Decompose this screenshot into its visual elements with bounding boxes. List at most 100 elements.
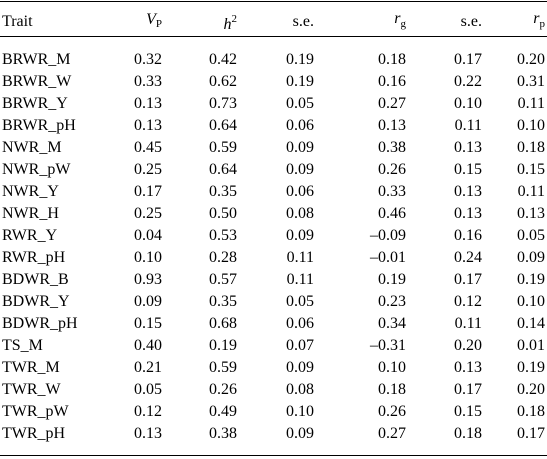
header-rp-subscript: p [539, 18, 546, 30]
rg-cell: 0.10 [378, 359, 406, 376]
header-rule [0, 36, 547, 37]
se1-cell: 0.05 [286, 293, 314, 310]
table-row: BRWR_W 0.33 0.62 0.19 0.16 0.22 0.31 [0, 71, 547, 93]
rp-cell: 0.15 [517, 161, 545, 178]
rp-cell: 0.17 [517, 425, 545, 442]
header-rp-symbol: r [533, 10, 540, 27]
vp-cell: 0.21 [134, 359, 162, 376]
trait-cell: TWR_W [2, 381, 61, 398]
se1-cell: 0.07 [286, 337, 314, 354]
vp-cell: 0.17 [134, 183, 162, 200]
se1-cell: 0.05 [286, 95, 314, 112]
rp-cell: 0.14 [517, 315, 545, 332]
se2-cell: 0.13 [454, 359, 482, 376]
se2-cell: 0.16 [454, 227, 482, 244]
se1-cell: 0.06 [286, 117, 314, 134]
vp-cell: 0.13 [134, 95, 162, 112]
se1-cell: 0.09 [286, 227, 314, 244]
rg-cell: 0.26 [378, 161, 406, 178]
vp-cell: 0.04 [134, 227, 162, 244]
rg-cell: 0.13 [378, 117, 406, 134]
vp-cell: 0.32 [134, 51, 162, 68]
vp-cell: 0.12 [134, 403, 162, 420]
se2-cell: 0.10 [454, 95, 482, 112]
table-row: BDWR_B 0.93 0.57 0.11 0.19 0.17 0.19 [0, 269, 547, 291]
vp-cell: 0.93 [134, 271, 162, 288]
se1-cell: 0.11 [286, 271, 314, 288]
table-row: NWR_H 0.25 0.50 0.08 0.46 0.13 0.13 [0, 203, 547, 225]
table-row: BRWR_M 0.32 0.42 0.19 0.18 0.17 0.20 [0, 43, 547, 71]
table-row: NWR_Y 0.17 0.35 0.06 0.33 0.13 0.11 [0, 181, 547, 203]
header-phenotypic-variance: VP [110, 0, 162, 43]
table-row: TWR_pH 0.13 0.38 0.09 0.27 0.18 0.17 [0, 423, 547, 445]
se1-cell: 0.10 [286, 403, 314, 420]
trait-cell: BRWR_W [2, 73, 72, 90]
h2-cell: 0.57 [209, 271, 237, 288]
trait-cell: NWR_M [2, 139, 62, 156]
trait-cell: TS_M [2, 337, 43, 354]
se1-cell: 0.19 [286, 73, 314, 90]
h2-cell: 0.35 [209, 293, 237, 310]
h2-cell: 0.26 [209, 381, 237, 398]
vp-cell: 0.40 [134, 337, 162, 354]
table-row: BDWR_pH 0.15 0.68 0.06 0.34 0.11 0.14 [0, 313, 547, 335]
header-heritability: h2 [162, 0, 238, 43]
rp-cell: 0.19 [517, 359, 545, 376]
rp-cell: 0.20 [517, 51, 545, 68]
rp-cell: 0.18 [517, 139, 545, 156]
h2-cell: 0.59 [209, 359, 237, 376]
table-row: RWR_pH 0.10 0.28 0.11 –0.01 0.24 0.09 [0, 247, 547, 269]
trait-cell: BDWR_Y [2, 293, 70, 310]
rg-cell: 0.38 [378, 139, 406, 156]
trait-cell: NWR_H [2, 205, 59, 222]
vp-cell: 0.25 [134, 161, 162, 178]
table-body: BRWR_M 0.32 0.42 0.19 0.18 0.17 0.20 BRW… [0, 43, 547, 445]
header-h2-superscript: 2 [231, 12, 238, 25]
rg-cell: 0.34 [378, 315, 406, 332]
se2-cell: 0.11 [454, 315, 482, 332]
se2-cell: 0.17 [454, 381, 482, 398]
rp-cell: 0.11 [517, 95, 545, 112]
h2-cell: 0.35 [209, 183, 237, 200]
h2-cell: 0.64 [209, 161, 237, 178]
se1-cell: 0.11 [286, 249, 314, 266]
se1-cell: 0.09 [286, 139, 314, 156]
header-genetic-correlation: rg [314, 0, 406, 43]
top-rule [0, 1, 547, 2]
vp-cell: 0.15 [134, 315, 162, 332]
header-se-1: s.e. [292, 13, 314, 30]
rg-cell: 0.18 [378, 51, 406, 68]
rg-cell: 0.33 [378, 183, 406, 200]
rp-cell: 0.09 [517, 249, 545, 266]
trait-cell: BDWR_pH [2, 315, 78, 332]
vp-cell: 0.13 [134, 425, 162, 442]
vp-cell: 0.45 [134, 139, 162, 156]
rg-cell: 0.46 [378, 205, 406, 222]
trait-cell: RWR_pH [2, 249, 66, 266]
rp-cell: 0.10 [517, 117, 545, 134]
vp-cell: 0.05 [134, 381, 162, 398]
se2-cell: 0.20 [454, 337, 482, 354]
rp-cell: 0.20 [517, 381, 545, 398]
rg-cell: –0.01 [370, 249, 406, 266]
header-se-2: s.e. [460, 13, 482, 30]
table-row: TWR_pW 0.12 0.49 0.10 0.26 0.15 0.18 [0, 401, 547, 423]
rg-cell: 0.27 [378, 425, 406, 442]
table-row: NWR_pW 0.25 0.64 0.09 0.26 0.15 0.15 [0, 159, 547, 181]
vp-cell: 0.10 [134, 249, 162, 266]
se1-cell: 0.09 [286, 359, 314, 376]
rp-cell: 0.31 [517, 73, 545, 90]
h2-cell: 0.38 [209, 425, 237, 442]
rp-cell: 0.18 [517, 403, 545, 420]
rp-cell: 0.05 [517, 227, 545, 244]
rp-cell: 0.11 [517, 183, 545, 200]
rp-cell: 0.13 [517, 205, 545, 222]
header-vp-subscript: P [155, 17, 162, 30]
trait-cell: TWR_pH [2, 425, 66, 442]
table-row: TS_M 0.40 0.19 0.07 –0.31 0.20 0.01 [0, 335, 547, 357]
table-row: BRWR_pH 0.13 0.64 0.06 0.13 0.11 0.10 [0, 115, 547, 137]
trait-cell: BDWR_B [2, 271, 69, 288]
vp-cell: 0.33 [134, 73, 162, 90]
h2-cell: 0.68 [209, 315, 237, 332]
